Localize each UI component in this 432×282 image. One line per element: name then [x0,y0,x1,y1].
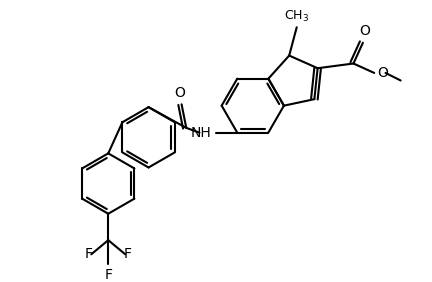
Text: O: O [377,66,388,80]
Text: F: F [104,268,112,282]
Text: F: F [84,247,92,261]
Text: F: F [124,247,132,261]
Text: NH: NH [191,125,212,140]
Text: O: O [174,86,185,100]
Text: CH$_3$: CH$_3$ [284,9,309,25]
Text: O: O [359,24,370,38]
